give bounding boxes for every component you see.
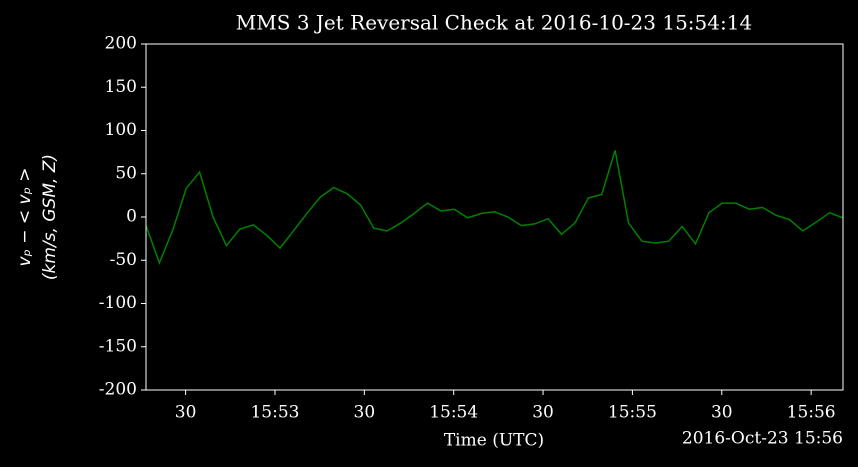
- x-tick-label: 30: [175, 403, 197, 423]
- y-tick-label: -100: [99, 293, 137, 313]
- y-axis-label: vₚ − < vₚ >: [15, 167, 35, 266]
- x-axis-label: Time (UTC): [444, 431, 544, 451]
- y-tick-label: 200: [105, 34, 137, 54]
- y-axis-label: (km/s, GSM, Z): [40, 154, 60, 280]
- x-tick-label: 15:56: [787, 403, 836, 423]
- data-line: [145, 150, 844, 265]
- x-tick-label: 30: [532, 403, 554, 423]
- chart-title: MMS 3 Jet Reversal Check at 2016-10-23 1…: [236, 11, 752, 35]
- x-tick-label: 30: [711, 403, 733, 423]
- x-tick-label: 15:54: [429, 403, 478, 423]
- y-tick-label: 150: [105, 77, 137, 97]
- y-tick-label: 100: [105, 120, 137, 140]
- x-tick-label: 30: [354, 403, 376, 423]
- y-tick-label: 50: [115, 163, 137, 183]
- y-tick-label: -200: [99, 380, 137, 400]
- x-tick-label: 15:55: [608, 403, 657, 423]
- y-tick-label: -150: [99, 336, 137, 356]
- x-offset-label: 2016-Oct-23 15:56: [682, 429, 843, 449]
- x-tick-label: 15:53: [250, 403, 299, 423]
- y-tick-label: 0: [126, 207, 137, 227]
- y-tick-label: -50: [110, 250, 137, 270]
- plot-frame: [145, 43, 844, 391]
